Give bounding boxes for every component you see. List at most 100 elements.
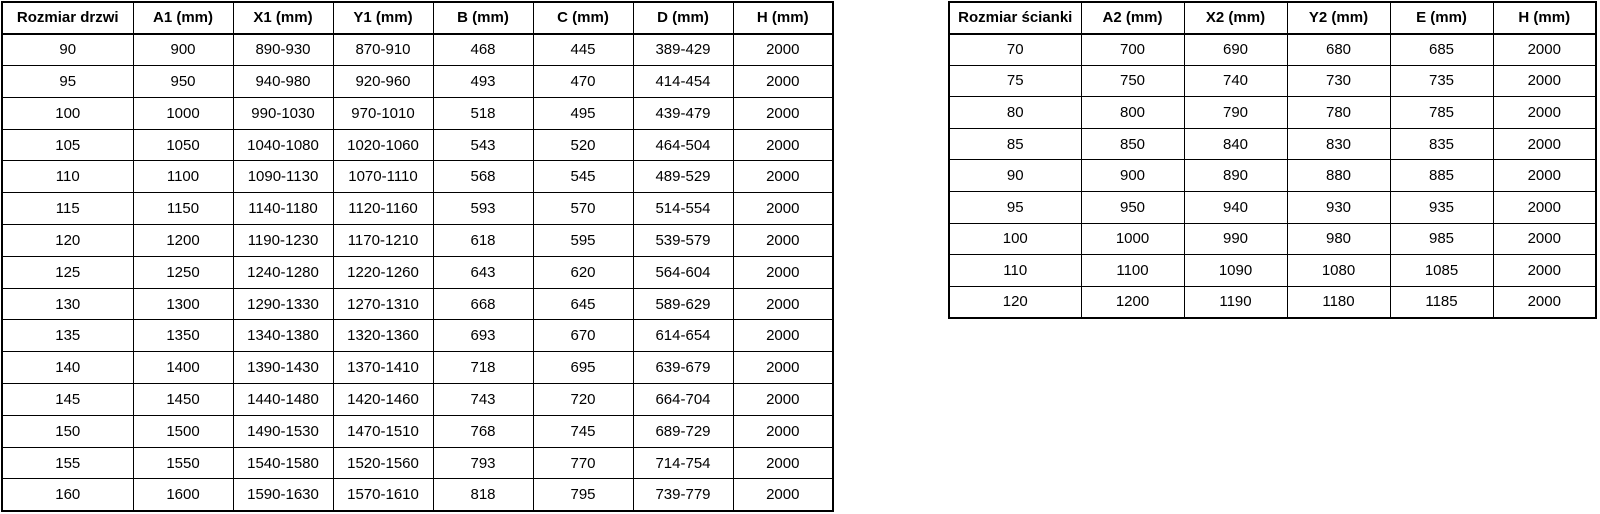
- table-cell: 2000: [732, 128, 834, 162]
- column-header: Rozmiar drzwi: [1, 1, 134, 35]
- table-cell: 840: [1183, 127, 1288, 161]
- table-cell: 2000: [732, 478, 834, 512]
- table-cell: 2000: [732, 192, 834, 226]
- table-cell: 1440-1480: [232, 383, 334, 416]
- table-cell: 389-429: [632, 33, 734, 67]
- table-cell: 745: [532, 414, 634, 448]
- table-cell: 885: [1389, 159, 1494, 193]
- table-cell: 940-980: [232, 65, 334, 98]
- table-cell: 2000: [1492, 191, 1597, 224]
- column-header: H (mm): [1492, 1, 1597, 35]
- table-cell: 714-754: [632, 446, 734, 480]
- table-cell: 568: [432, 160, 534, 194]
- table-cell: 2000: [732, 96, 834, 130]
- table-cell: 125: [1, 255, 134, 289]
- table-cell: 1420-1460: [332, 383, 434, 416]
- table-cell: 700: [1080, 33, 1185, 66]
- table-cell: 160: [1, 478, 134, 512]
- table-cell: 2000: [732, 287, 834, 321]
- table-row: 90 900 890-930 870-910 468 445 389-429 2000: [1, 33, 834, 67]
- table-cell: 493: [432, 65, 534, 98]
- table-cell: 935: [1389, 191, 1494, 224]
- table-cell: 1400: [132, 351, 234, 385]
- table-cell: 980: [1286, 222, 1391, 256]
- table-row: 95 950 940-980 920-960 493 470 414-454 2000: [1, 65, 834, 98]
- table-cell: 1270-1310: [332, 287, 434, 321]
- table-cell: 2000: [1492, 127, 1597, 161]
- table-cell: 1500: [132, 414, 234, 448]
- wall-sizes-table: Rozmiar ścianki A2 (mm) X2 (mm) Y2 (mm) E (m…: [948, 1, 1597, 319]
- table-cell: 110: [1, 160, 134, 194]
- table-cell: 900: [132, 33, 234, 67]
- table-cell: 2000: [732, 255, 834, 289]
- table-cell: 589-629: [632, 287, 734, 321]
- table-row: 125 1250 1240-1280 1220-1260 643 620 564-604 20…: [1, 255, 834, 289]
- table-cell: 1085: [1389, 254, 1494, 287]
- table-cell: 720: [532, 383, 634, 416]
- table-cell: 1185: [1389, 285, 1494, 319]
- table-cell: 950: [132, 65, 234, 98]
- table-cell: 495: [532, 96, 634, 130]
- table-row: 135 1350 1340-1380 1320-1360 693 670 614-654 20…: [1, 319, 834, 353]
- table-row: 140 1400 1390-1430 1370-1410 718 695 639-679 20…: [1, 351, 834, 385]
- column-header: A2 (mm): [1080, 1, 1185, 35]
- column-header: Rozmiar ścianki: [948, 1, 1082, 35]
- table-cell: 1540-1580: [232, 446, 334, 480]
- table-cell: 1090: [1183, 254, 1288, 287]
- table-cell: 1590-1630: [232, 478, 334, 512]
- table-cell: 1170-1210: [332, 224, 434, 257]
- table-cell: 740: [1183, 64, 1288, 98]
- table-cell: 793: [432, 446, 534, 480]
- column-header: X2 (mm): [1183, 1, 1288, 35]
- table-cell: 468: [432, 33, 534, 67]
- table-cell: 110: [948, 254, 1082, 287]
- table-cell: 120: [948, 285, 1082, 319]
- table-cell: 145: [1, 383, 134, 416]
- table-cell: 1080: [1286, 254, 1391, 287]
- table-row: 100 1000 990-1030 970-1010 518 495 439-479 2000: [1, 96, 834, 130]
- table-cell: 2000: [1492, 159, 1597, 193]
- table-cell: 643: [432, 255, 534, 289]
- table-cell: 1120-1160: [332, 192, 434, 226]
- table-row: 85 850 840 830 835 2000: [948, 127, 1597, 161]
- table-cell: 593: [432, 192, 534, 226]
- table-cell: 2000: [732, 33, 834, 67]
- column-header: X1 (mm): [232, 1, 334, 35]
- table-cell: 2000: [1492, 254, 1597, 287]
- table-cell: 595: [532, 224, 634, 257]
- table-cell: 2000: [732, 224, 834, 257]
- table-cell: 790: [1183, 96, 1288, 129]
- column-header: Y1 (mm): [332, 1, 434, 35]
- table-cell: 743: [432, 383, 534, 416]
- table-cell: 1020-1060: [332, 128, 434, 162]
- table-cell: 1220-1260: [332, 255, 434, 289]
- table-cell: 780: [1286, 96, 1391, 129]
- table-cell: 1180: [1286, 285, 1391, 319]
- table-cell: 1050: [132, 128, 234, 162]
- column-header: C (mm): [532, 1, 634, 35]
- table-cell: 115: [1, 192, 134, 226]
- table-cell: 2000: [1492, 64, 1597, 98]
- table-cell: 1300: [132, 287, 234, 321]
- table-cell: 95: [1, 65, 134, 98]
- table-cell: 95: [948, 191, 1082, 224]
- table-cell: 489-529: [632, 160, 734, 194]
- table-row: 75 750 740 730 735 2000: [948, 64, 1597, 98]
- table-row: 80 800 790 780 785 2000: [948, 96, 1597, 129]
- table-cell: 2000: [1492, 285, 1597, 319]
- table-cell: 1000: [132, 96, 234, 130]
- table-cell: 439-479: [632, 96, 734, 130]
- table-cell: 543: [432, 128, 534, 162]
- table-cell: 80: [948, 96, 1082, 129]
- table-cell: 1600: [132, 478, 234, 512]
- table-cell: 135: [1, 319, 134, 353]
- table-cell: 90: [1, 33, 134, 67]
- table-cell: 1520-1560: [332, 446, 434, 480]
- table-cell: 1100: [132, 160, 234, 194]
- table-cell: 800: [1080, 96, 1185, 129]
- table-cell: 514-554: [632, 192, 734, 226]
- table-cell: 464-504: [632, 128, 734, 162]
- table-cell: 1390-1430: [232, 351, 334, 385]
- header-row: Rozmiar ścianki A2 (mm) X2 (mm) Y2 (mm) E (m…: [948, 1, 1597, 35]
